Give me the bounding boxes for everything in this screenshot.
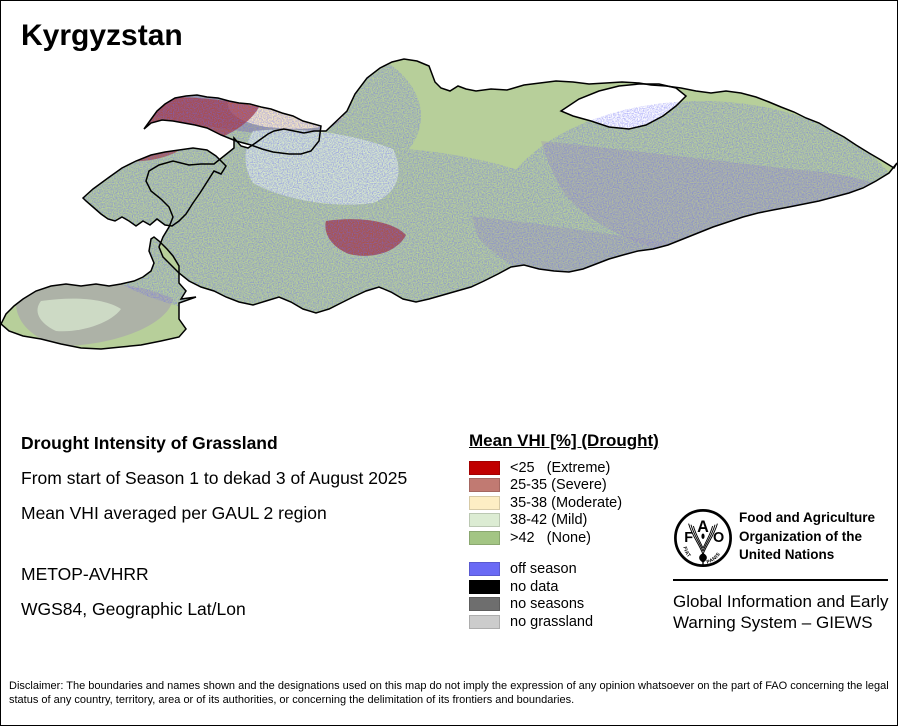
svg-text:A: A (697, 518, 709, 536)
svg-text:O: O (713, 530, 724, 546)
